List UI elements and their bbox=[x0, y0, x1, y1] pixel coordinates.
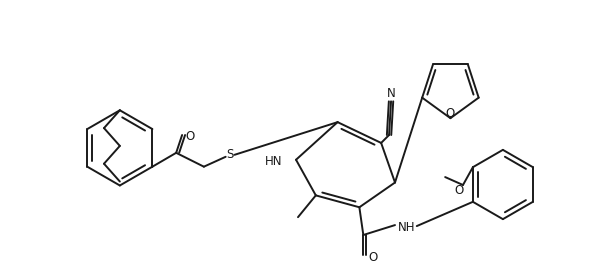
Text: O: O bbox=[454, 184, 464, 197]
Text: O: O bbox=[446, 107, 455, 120]
Text: N: N bbox=[387, 87, 395, 100]
Text: O: O bbox=[368, 251, 378, 264]
Text: NH: NH bbox=[398, 221, 415, 234]
Text: HN: HN bbox=[265, 155, 282, 168]
Text: S: S bbox=[226, 148, 233, 161]
Text: O: O bbox=[185, 131, 195, 144]
